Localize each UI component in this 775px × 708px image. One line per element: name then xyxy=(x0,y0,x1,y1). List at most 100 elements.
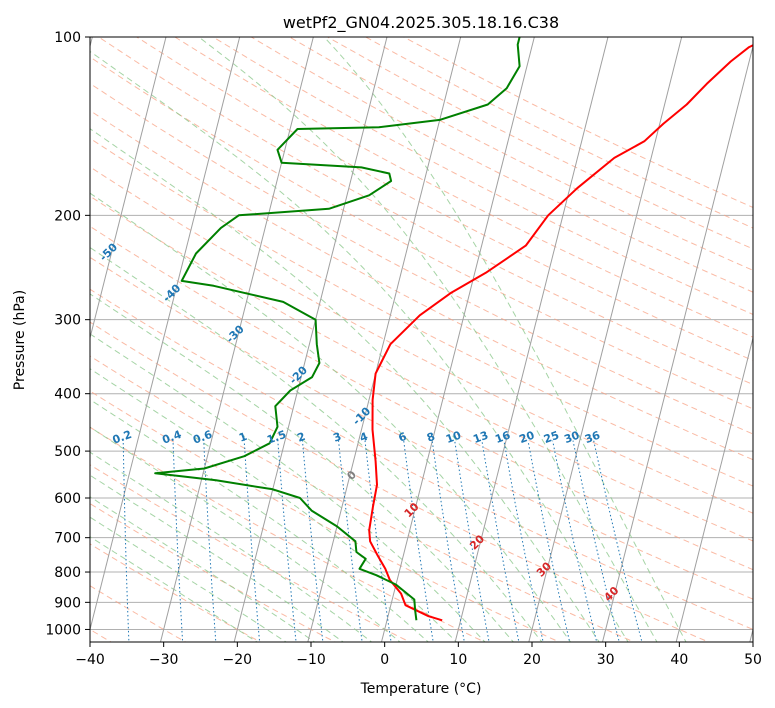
mixing-ratio-label-11: 10 xyxy=(444,428,463,446)
dry-adiabat-24 xyxy=(250,37,753,293)
mixing-ratio-line-9 xyxy=(403,440,434,642)
mixing-ratio-line-14 xyxy=(527,440,571,642)
dry-adiabat-13 xyxy=(90,225,753,571)
isotherm-15 xyxy=(454,37,609,642)
mixing-ratio-label-10: 8 xyxy=(425,430,437,445)
moist-adiabat-10 xyxy=(90,246,543,642)
mixing-ratio-label-2: 0.4 xyxy=(160,428,183,447)
moist-adiabat-14 xyxy=(198,37,658,642)
isotherms xyxy=(90,37,753,642)
mixing-ratio-label-7: 3 xyxy=(331,430,343,445)
mixing-ratio-line-2 xyxy=(172,440,184,642)
mixing-ratio-label-5: 1.5 xyxy=(265,428,288,447)
pressure-gridlines xyxy=(90,36,753,630)
moist-adiabat-label-1: 10 xyxy=(402,500,422,520)
moist-adiabats xyxy=(90,37,687,642)
plot-area: 0.10.20.40.611.52346810131620253036-100-… xyxy=(90,37,753,642)
mixing-ratio-line-5 xyxy=(277,440,297,642)
mixing-ratio-label-15: 25 xyxy=(542,429,561,446)
isotherm-13 xyxy=(307,37,462,642)
mixing-ratio-line-13 xyxy=(503,440,544,642)
y-tick-label-0: 100 xyxy=(54,30,81,46)
dry-adiabat-19 xyxy=(90,56,753,410)
x-tick-label-9: 50 xyxy=(744,652,762,668)
moist-adiabat-0 xyxy=(90,536,258,642)
moist-adiabat-3 xyxy=(90,474,345,642)
y-tick-label-3: 400 xyxy=(54,387,81,403)
x-tick-label-5: 10 xyxy=(449,652,467,668)
isotherm-17 xyxy=(601,44,753,642)
dry-adiabat-15 xyxy=(90,166,753,514)
mixing-ratio-label-17: 36 xyxy=(583,428,602,446)
x-tick-label-6: 20 xyxy=(523,652,541,668)
x-tick-label-8: 40 xyxy=(670,652,688,668)
dry-adiabat-22 xyxy=(174,37,753,338)
mixing-ratio-label-13: 16 xyxy=(493,428,512,446)
temperature-profile xyxy=(368,44,753,622)
dry-adiabat-5 xyxy=(90,503,337,642)
moist-adiabat-label-3: 30 xyxy=(534,559,554,579)
moist-adiabat-label-2: 20 xyxy=(467,532,487,552)
mixing-ratio-line-4 xyxy=(243,440,261,642)
isotherm-9 xyxy=(90,37,167,340)
mixing-ratio-label-4: 1 xyxy=(237,430,249,445)
dry-adiabat-4 xyxy=(90,543,262,642)
moist-adiabat-label-4: 40 xyxy=(601,584,621,604)
moist-adiabat-11 xyxy=(90,192,572,642)
y-tick-label-5: 600 xyxy=(54,491,81,507)
mixing-ratio-line-16 xyxy=(572,440,620,642)
mixing-ratio-line-3 xyxy=(203,440,217,642)
y-tick-label-8: 900 xyxy=(54,595,81,611)
mixing-ratio-line-15 xyxy=(552,440,598,642)
moist-adiabat-8 xyxy=(90,333,486,642)
moist-adiabat-7 xyxy=(90,368,458,642)
isotherm-14 xyxy=(380,37,535,642)
y-tick-label-4: 500 xyxy=(54,444,81,460)
dry-adiabat-9 xyxy=(90,355,636,642)
dewpoint-profile xyxy=(154,37,521,621)
dry-adiabat-label-7: -30 xyxy=(224,322,247,345)
mixing-ratio-label-14: 20 xyxy=(517,428,536,446)
mixing-ratio-lines xyxy=(122,440,643,642)
x-tick-label-1: −30 xyxy=(149,652,179,668)
moist-adiabat-2 xyxy=(90,496,316,642)
mixing-ratio-line-17 xyxy=(593,440,643,642)
mixing-ratio-label-16: 30 xyxy=(562,428,581,446)
mixing-ratio-line-1 xyxy=(122,440,130,642)
dry-adiabat-28 xyxy=(403,37,753,208)
line-labels: 0.10.20.40.611.52346810131620253036-100-… xyxy=(97,240,622,604)
dry-adiabat-14 xyxy=(90,195,753,542)
moist-adiabat-label-0: 0 xyxy=(344,468,359,483)
dry-adiabat-20 xyxy=(98,37,753,386)
x-tick-label-2: −20 xyxy=(223,652,253,668)
mixing-ratio-label-9: 6 xyxy=(397,430,409,445)
moist-adiabat-4 xyxy=(90,451,373,642)
y-tick-label-9: 1000 xyxy=(45,622,81,638)
dry-adiabat-10 xyxy=(90,321,710,642)
dry-adiabat-label-9: -10 xyxy=(350,404,373,427)
moist-adiabat-1 xyxy=(90,516,287,642)
dry-adiabats xyxy=(90,37,753,642)
dry-adiabat-17 xyxy=(90,109,753,461)
moist-adiabat-15 xyxy=(323,37,687,642)
moist-adiabat-13 xyxy=(90,50,629,642)
sounding-profiles xyxy=(154,37,753,622)
y-axis-label: Pressure (hPa) xyxy=(12,290,28,390)
dry-adiabat-21 xyxy=(136,37,753,362)
x-tick-label-3: −10 xyxy=(296,652,326,668)
dry-adiabat-7 xyxy=(90,426,486,642)
x-axis-label: Temperature (°C) xyxy=(360,681,482,697)
y-tick-label-1: 200 xyxy=(54,208,81,224)
isotherm-18 xyxy=(675,335,753,642)
isotherm-10 xyxy=(90,37,241,632)
mixing-ratio-line-6 xyxy=(302,440,324,642)
dry-adiabat-18 xyxy=(90,82,753,435)
mixing-ratio-label-1: 0.2 xyxy=(111,428,134,447)
y-tick-label-2: 300 xyxy=(54,313,81,329)
dry-adiabat-8 xyxy=(90,390,561,642)
chart-title: wetPf2_GN04.2025.305.18.16.C38 xyxy=(283,13,559,33)
isotherm-16 xyxy=(528,37,683,642)
mixing-ratio-label-3: 0.6 xyxy=(191,428,214,447)
dry-adiabat-label-8: -20 xyxy=(287,363,310,386)
